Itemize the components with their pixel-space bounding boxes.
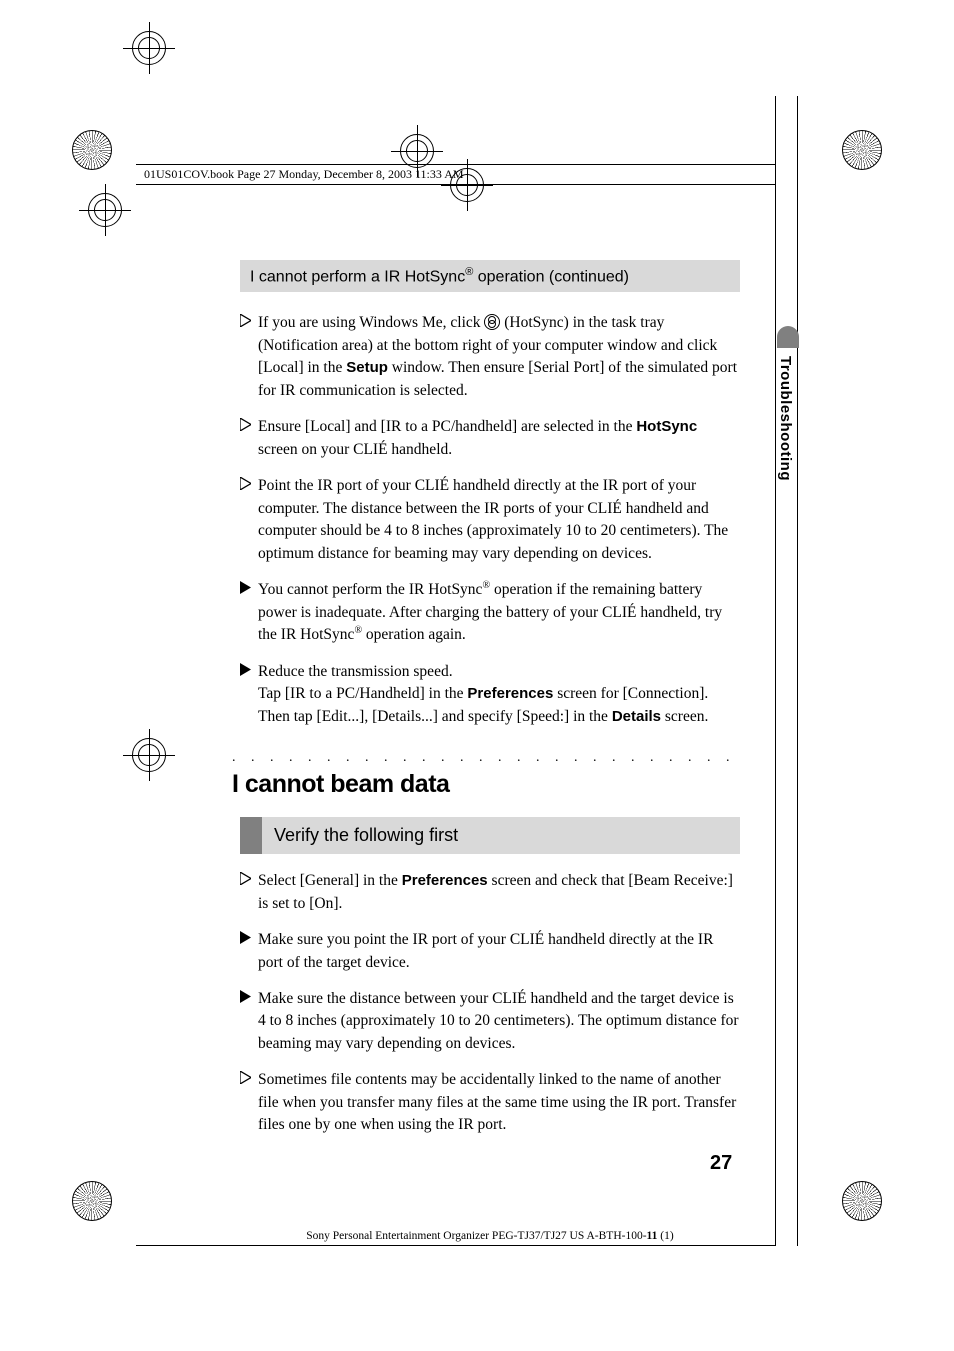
reg-mark-icon <box>72 1181 112 1221</box>
bullet-item: Ensure [Local] and [IR to a PC/handheld]… <box>240 416 740 461</box>
bullet-text: Make sure the distance between your CLIÉ… <box>258 988 740 1055</box>
bullet-item: Point the IR port of your CLIÉ handheld … <box>240 475 740 565</box>
continued-heading: I cannot perform a IR HotSync® operation… <box>240 260 740 292</box>
bullet-item: Reduce the transmission speed.Tap [IR to… <box>240 661 740 728</box>
bullet-list-bottom: Select [General] in the Preferences scre… <box>240 870 740 1137</box>
bullet-item: You cannot perform the IR HotSync® opera… <box>240 579 740 647</box>
triangle-bullet-icon <box>240 581 258 647</box>
bullet-text: Point the IR port of your CLIÉ handheld … <box>258 475 740 565</box>
bullet-text: If you are using Windows Me, click (HotS… <box>258 312 740 402</box>
bullet-text: You cannot perform the IR HotSync® opera… <box>258 579 740 647</box>
bullet-item: Make sure the distance between your CLIÉ… <box>240 988 740 1055</box>
side-tab-label: Troubleshooting <box>777 356 794 481</box>
triangle-bullet-icon <box>240 990 258 1055</box>
bullet-item: Make sure you point the IR port of your … <box>240 929 740 974</box>
triangle-bullet-icon <box>240 663 258 728</box>
reg-mark-icon <box>72 130 112 170</box>
side-tab: Troubleshooting <box>777 326 799 506</box>
dotted-separator: . . . . . . . . . . . . . . . . . . . . … <box>232 750 740 766</box>
bullet-list-top: If you are using Windows Me, click (HotS… <box>240 312 740 728</box>
triangle-bullet-icon <box>240 872 258 915</box>
bullet-text: Reduce the transmission speed.Tap [IR to… <box>258 661 740 728</box>
triangle-bullet-icon <box>240 931 258 974</box>
bullseye-icon <box>88 193 122 227</box>
sub-heading: Verify the following first <box>240 817 740 854</box>
bullseye-icon <box>132 31 166 65</box>
bullet-item: Sometimes file contents may be accidenta… <box>240 1069 740 1136</box>
bullet-text: Select [General] in the Preferences scre… <box>258 870 740 915</box>
triangle-bullet-icon <box>240 418 258 461</box>
triangle-bullet-icon <box>240 477 258 565</box>
page-number: 27 <box>710 1152 732 1175</box>
section-heading: I cannot beam data <box>232 770 740 799</box>
bullet-text: Make sure you point the IR port of your … <box>258 929 740 974</box>
triangle-bullet-icon <box>240 314 258 402</box>
bullet-item: Select [General] in the Preferences scre… <box>240 870 740 915</box>
footer-text: Sony Personal Entertainment Organizer PE… <box>240 1230 740 1242</box>
bullet-text: Sometimes file contents may be accidenta… <box>258 1069 740 1136</box>
triangle-bullet-icon <box>240 1071 258 1136</box>
reg-mark-icon <box>842 1181 882 1221</box>
bullet-text: Ensure [Local] and [IR to a PC/handheld]… <box>258 416 740 461</box>
reg-mark-icon <box>842 130 882 170</box>
sub-heading-label: Verify the following first <box>262 817 740 854</box>
content-area: I cannot perform a IR HotSync® operation… <box>240 260 740 1151</box>
bullet-item: If you are using Windows Me, click (HotS… <box>240 312 740 402</box>
